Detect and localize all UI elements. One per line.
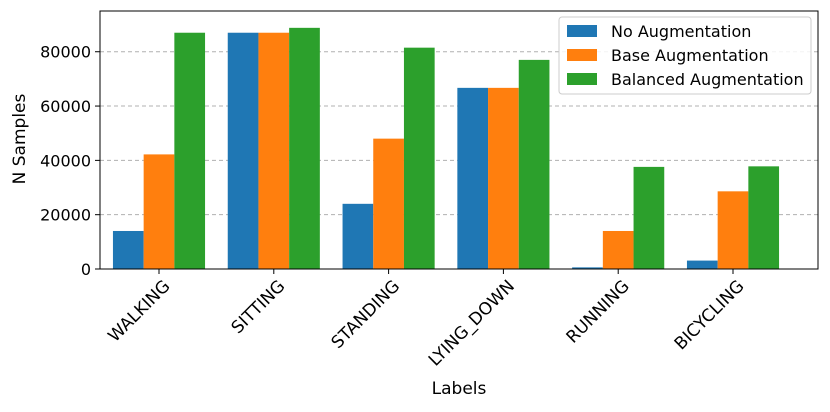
legend-swatch [567, 25, 597, 37]
y-tick-label: 0 [81, 260, 91, 279]
legend-swatch [567, 49, 597, 61]
legend-box [558, 16, 812, 95]
bars [112, 27, 780, 270]
bar-running-1 [602, 230, 634, 269]
x-tick-label: BICYCLING [671, 276, 749, 354]
y-tick-label: 60000 [40, 97, 91, 116]
bar-running-0 [572, 267, 603, 269]
x-tick-label: WALKING [104, 276, 174, 346]
legend: No Augmentation Base Augmentation Balanced… [558, 16, 812, 95]
y-tick-label: 80000 [40, 43, 91, 62]
x-axis-ticks: WALKING SITTING STANDING LYING_DOWN RUNNING B… [104, 269, 749, 370]
y-tick-label: 40000 [40, 151, 91, 170]
y-tick-label: 20000 [40, 206, 91, 225]
bar-sitting-2 [289, 27, 320, 270]
bar-bicycling-1 [717, 191, 749, 269]
bar-walking-0 [112, 230, 144, 269]
legend-swatch [567, 73, 597, 85]
bar-lying_down-1 [488, 87, 519, 269]
bar-standing-0 [342, 203, 374, 269]
x-axis-label: Labels [432, 379, 487, 399]
x-tick-label: RUNNING [563, 276, 634, 347]
bar-walking-1 [143, 154, 175, 269]
bar-lying_down-0 [457, 87, 489, 269]
bar-sitting-0 [227, 32, 259, 269]
bar-walking-2 [174, 32, 206, 269]
plot-frame [99, 10, 819, 270]
x-tick-label: STANDING [328, 276, 405, 353]
x-tick-label: LYING_DOWN [425, 276, 519, 370]
y-axis-label: N Samples [10, 94, 30, 185]
bar-bicycling-2 [748, 166, 780, 269]
bar-standing-2 [403, 47, 435, 269]
legend-label: No Augmentation [611, 22, 751, 41]
bar-running-2 [633, 166, 665, 269]
y-axis-ticks: 0 20000 40000 60000 80000 [40, 43, 100, 279]
legend-label: Balanced Augmentation [611, 70, 804, 89]
bar-standing-1 [373, 138, 404, 269]
bar-sitting-1 [258, 32, 290, 269]
legend-label: Base Augmentation [611, 46, 769, 65]
bar-lying_down-2 [518, 59, 550, 269]
x-tick-label: SITTING [228, 276, 290, 338]
bar-bicycling-0 [686, 260, 718, 269]
